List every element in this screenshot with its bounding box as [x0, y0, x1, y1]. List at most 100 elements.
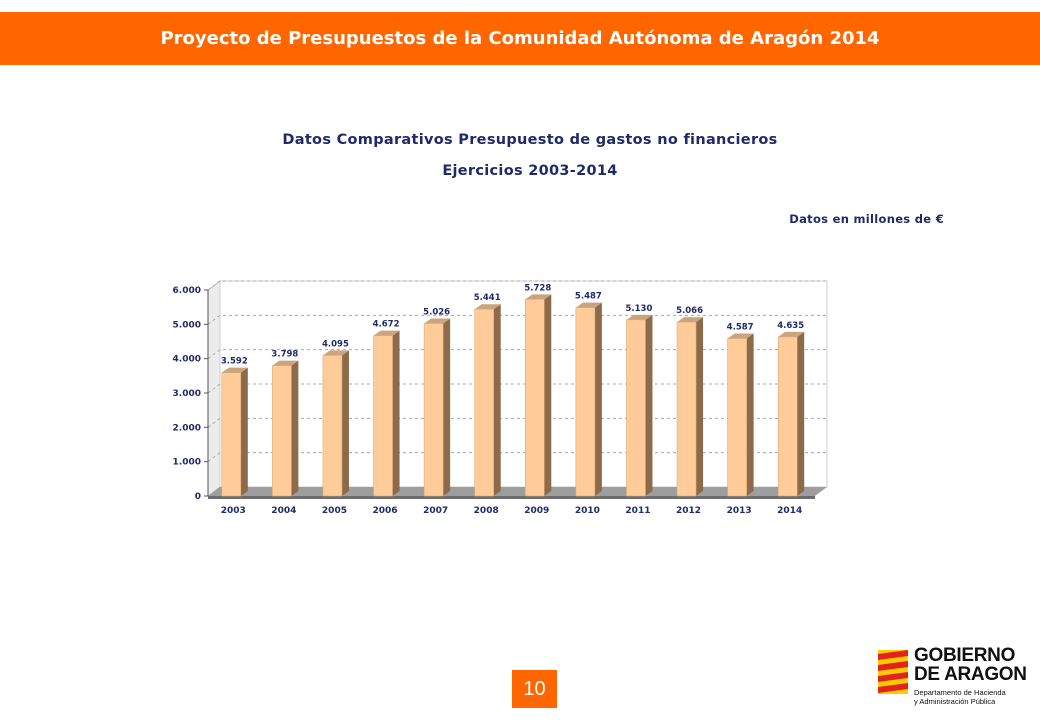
aragon-flag-icon	[878, 650, 908, 694]
bar-side	[797, 331, 805, 496]
data-label: 5.026	[423, 307, 450, 317]
bar-top	[626, 314, 653, 320]
floor	[208, 487, 827, 496]
bar-side	[341, 350, 349, 496]
bar-top	[778, 331, 805, 337]
bar-top	[474, 304, 501, 310]
bar-top	[727, 333, 754, 339]
bar-side	[443, 318, 451, 496]
gridline	[207, 383, 827, 394]
y-tick-label: 0	[195, 492, 201, 502]
bar-front	[474, 308, 495, 497]
bar-2005: 4.095	[322, 339, 349, 497]
gridline	[207, 452, 827, 463]
x-tick-label: 2008	[474, 506, 499, 516]
logo-line1: GOBIERNO	[914, 645, 1016, 666]
x-tick-label: 2009	[524, 506, 549, 516]
logo-department: Departamento de Hacienda y Administració…	[914, 688, 1006, 706]
bar-side	[696, 317, 704, 496]
bar-top	[322, 350, 349, 356]
bar-top	[221, 367, 248, 373]
y-tick-label: 1.000	[173, 458, 201, 468]
bar-front	[373, 335, 393, 497]
bar-top	[424, 318, 451, 324]
floor-edge	[208, 496, 815, 499]
chart-title: Datos Comparativos Presupuesto de gastos…	[282, 132, 778, 148]
bar-2006: 4.672	[373, 320, 400, 497]
bar-front	[777, 336, 798, 497]
x-tick-label: 2012	[676, 506, 701, 516]
data-label: 4.095	[322, 339, 349, 349]
gridline	[207, 314, 827, 325]
y-tick-label: 6.000	[173, 286, 201, 296]
data-label: 5.728	[524, 283, 551, 293]
chart-axis-ticks: 0 1.000 2.000 3.000 4.000 5.000 6.000 2003 2004 2…	[173, 286, 803, 516]
x-tick-label: 2010	[575, 506, 600, 516]
x-tick-label: 2014	[777, 506, 802, 516]
data-label: 3.798	[271, 350, 298, 360]
page-number: 10	[512, 670, 557, 708]
bar-2004: 3.798	[271, 350, 299, 497]
logo-sub2: y Administración Pública	[914, 697, 996, 706]
y-tick-label: 4.000	[173, 355, 201, 365]
bar-2011: 5.130	[626, 304, 653, 497]
bar-front	[524, 299, 545, 497]
bar-front	[575, 307, 596, 497]
logo-sub1: Departamento de Hacienda	[914, 688, 1006, 697]
bar-top	[272, 360, 299, 366]
y-tick-label: 5.000	[173, 320, 201, 330]
bar-front	[676, 321, 697, 497]
bar-front	[423, 323, 444, 497]
page-title: Proyecto de Presupuestos de la Comunidad…	[160, 28, 880, 49]
bar-front	[322, 355, 343, 497]
bar-side	[594, 302, 602, 496]
chart-subtitle: Ejercicios 2003-2014	[442, 163, 618, 179]
bar-side	[645, 314, 653, 496]
bar-chart: 3.592 3.798 4.095 4.672 5.026 5.441 5.728 5.487…	[173, 280, 828, 516]
bar-side	[392, 330, 400, 496]
bar-front	[272, 365, 292, 497]
bar-2007: 5.026	[423, 307, 451, 497]
gridline	[207, 280, 827, 291]
y-tick-label: 2.000	[173, 423, 201, 433]
bar-2012: 5.066	[676, 306, 704, 497]
data-label: 4.587	[727, 323, 754, 333]
units-note: Datos en millones de €	[789, 212, 944, 226]
x-tick-label: 2013	[727, 506, 752, 516]
bar-front	[626, 319, 646, 497]
data-label: 5.441	[474, 293, 501, 303]
x-tick-label: 2004	[271, 506, 296, 516]
bar-top	[373, 330, 400, 336]
x-tick-label: 2011	[625, 506, 650, 516]
bar-2003: 3.592	[221, 357, 248, 497]
data-label: 5.066	[676, 306, 703, 316]
bar-side	[544, 294, 552, 496]
chart-bars: 3.592 3.798 4.095 4.672 5.026 5.441 5.728 5.487…	[221, 283, 805, 497]
gobierno-aragon-logo: GOBIERNO DE ARAGON Departamento de Hacie…	[878, 646, 1028, 712]
bar-side	[291, 360, 299, 496]
bar-front	[727, 338, 747, 497]
bar-side	[240, 367, 248, 496]
bar-front	[221, 372, 242, 497]
x-tick-label: 2007	[423, 506, 448, 516]
logo-wordmark: GOBIERNO DE ARAGON	[914, 646, 1027, 684]
bar-2014: 4.635	[777, 321, 805, 497]
header-banner: Proyecto de Presupuestos de la Comunidad…	[0, 12, 1040, 65]
bar-2013: 4.587	[727, 323, 754, 497]
data-label: 3.592	[221, 357, 248, 367]
data-label: 4.635	[777, 321, 804, 331]
y-tick-label: 3.000	[173, 389, 201, 399]
x-tick-label: 2005	[322, 506, 347, 516]
data-label: 4.672	[373, 320, 400, 330]
bar-side	[746, 333, 754, 496]
bar-top	[525, 294, 552, 300]
data-label: 5.487	[575, 292, 602, 302]
x-tick-label: 2003	[221, 506, 246, 516]
bar-side	[493, 304, 501, 496]
logo-line2: DE ARAGON	[914, 664, 1027, 685]
bar-2010: 5.487	[575, 292, 602, 497]
x-tick-label: 2006	[373, 506, 398, 516]
bar-2009: 5.728	[524, 283, 552, 497]
bar-2008: 5.441	[474, 293, 501, 497]
data-label: 5.130	[626, 304, 653, 314]
